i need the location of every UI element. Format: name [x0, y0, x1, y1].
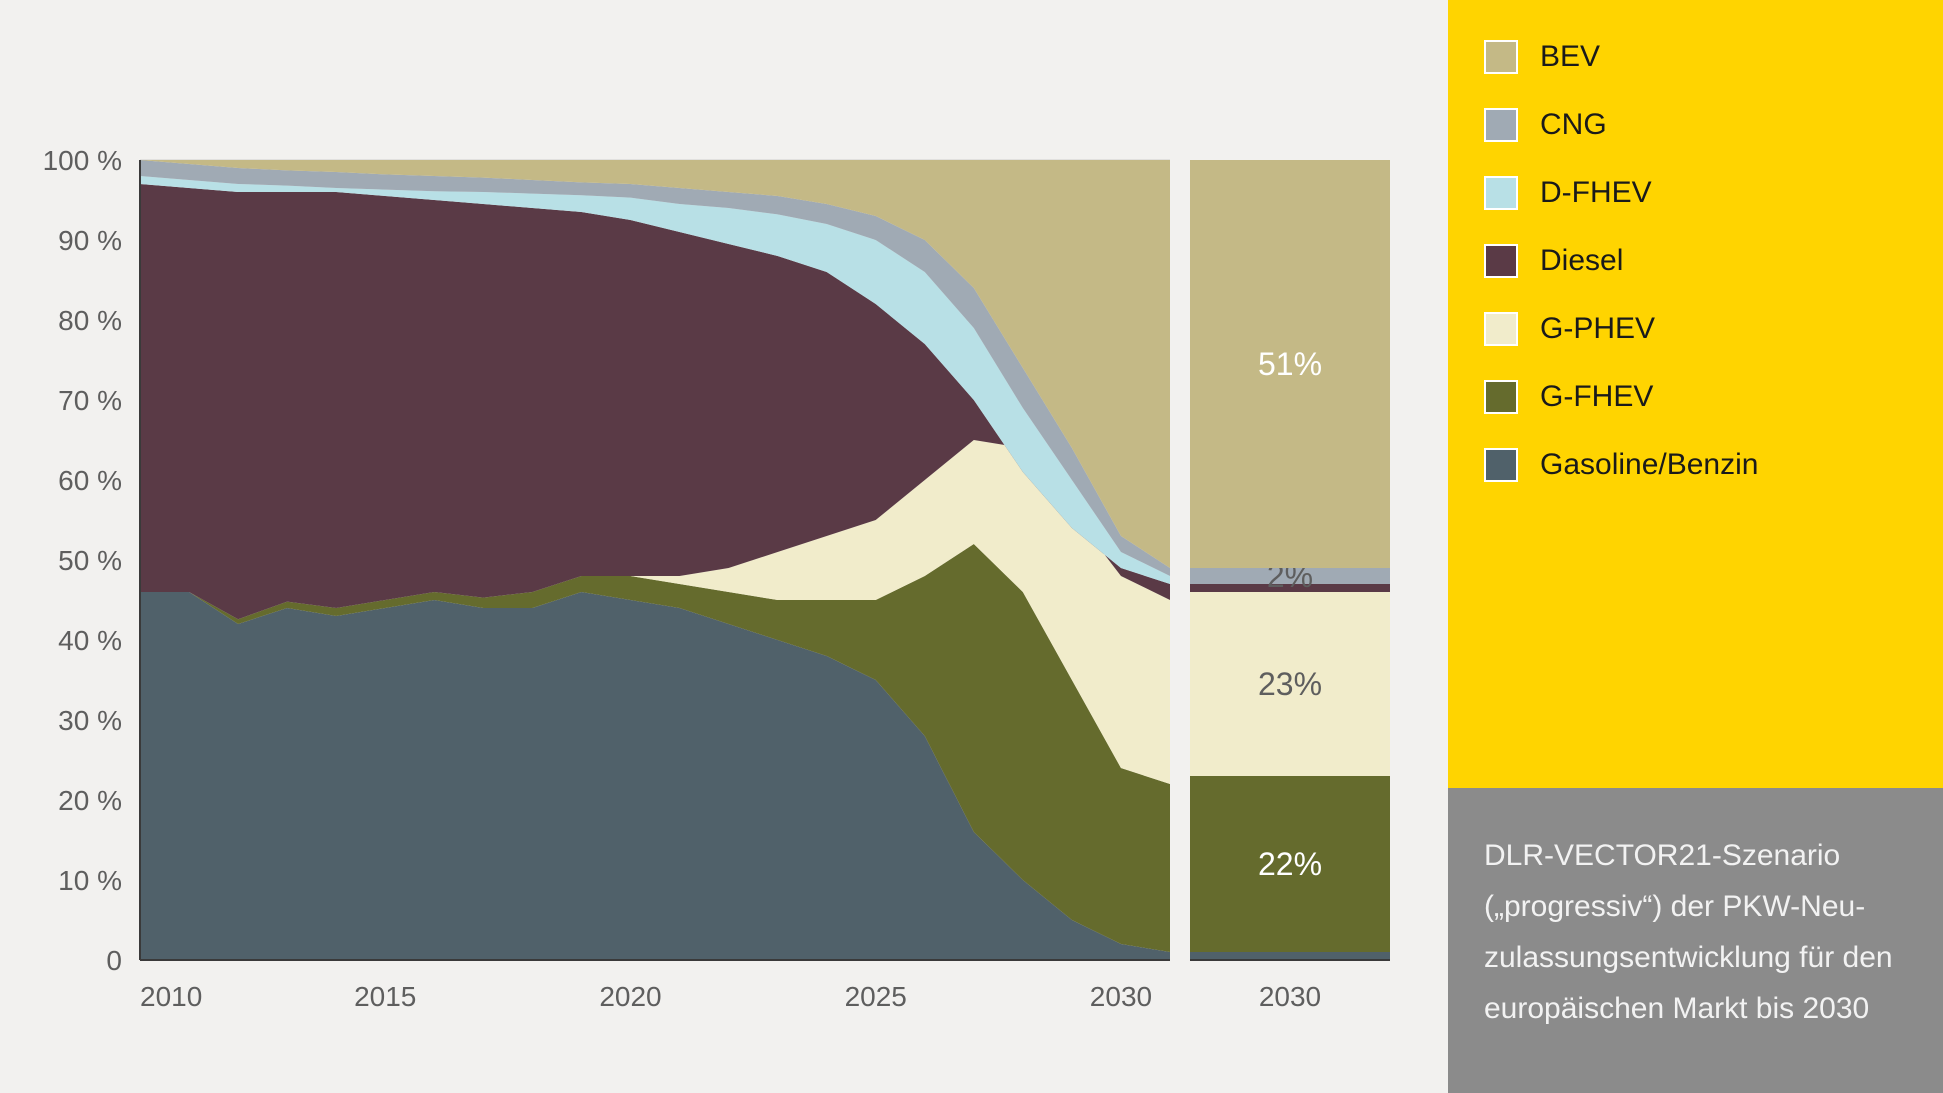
legend-swatch — [1484, 40, 1518, 74]
y-axis-label: 20 % — [58, 785, 122, 816]
legend-item: G-FHEV — [1484, 380, 1907, 414]
legend-swatch — [1484, 312, 1518, 346]
legend-label: G-FHEV — [1540, 380, 1653, 414]
final-bar-value: 22% — [1258, 846, 1322, 882]
legend-item: Gasoline/Benzin — [1484, 448, 1907, 482]
y-axis-label: 0 — [106, 945, 122, 976]
legend-swatch — [1484, 176, 1518, 210]
y-axis-label: 30 % — [58, 705, 122, 736]
caption-text: DLR-VECTOR21-Szenario („progressiv“) der… — [1484, 839, 1893, 1025]
legend-item: BEV — [1484, 40, 1907, 74]
legend-item: CNG — [1484, 108, 1907, 142]
x-axis-label: 2020 — [599, 981, 661, 1012]
legend-swatch — [1484, 448, 1518, 482]
y-axis-label: 70 % — [58, 385, 122, 416]
y-axis-label: 80 % — [58, 305, 122, 336]
legend-label: Gasoline/Benzin — [1540, 448, 1758, 482]
page-root: 0 10 % 20 % 30 % 40 % 50 % 60 % 70 % 80 % 90 % 100… — [0, 0, 1943, 1093]
legend-swatch — [1484, 380, 1518, 414]
chart-pane: 0 10 % 20 % 30 % 40 % 50 % 60 % 70 % 80 % 90 % 100… — [0, 0, 1448, 1093]
y-axis-label: 60 % — [58, 465, 122, 496]
legend-box: BEV CNG D-FHEV Diesel G-PHEV G-FHEV Gasoline/B… — [1448, 0, 1943, 788]
legend-label: D-FHEV — [1540, 176, 1652, 210]
final-bar-value: 51% — [1258, 346, 1322, 382]
legend-swatch — [1484, 108, 1518, 142]
x-axis-label: 2015 — [354, 981, 416, 1012]
area-chart-svg: 0 10 % 20 % 30 % 40 % 50 % 60 % 70 % 80 % 90 % 100… — [0, 0, 1448, 1093]
legend-item: G-PHEV — [1484, 312, 1907, 346]
x-axis-label: 2010 — [140, 981, 202, 1012]
legend-swatch — [1484, 244, 1518, 278]
side-pane: BEV CNG D-FHEV Diesel G-PHEV G-FHEV Gasoline/B… — [1448, 0, 1943, 1093]
caption-box: DLR-VECTOR21-Szenario („progressiv“) der… — [1448, 788, 1943, 1093]
legend-item: Diesel — [1484, 244, 1907, 278]
y-axis-label: 10 % — [58, 865, 122, 896]
legend-label: CNG — [1540, 108, 1607, 142]
legend-label: Diesel — [1540, 244, 1623, 278]
y-axis-label: 100 % — [43, 145, 122, 176]
final-bar-value: 23% — [1258, 666, 1322, 702]
y-axis-label: 90 % — [58, 225, 122, 256]
legend-item: D-FHEV — [1484, 176, 1907, 210]
legend-label: G-PHEV — [1540, 312, 1655, 346]
legend-label: BEV — [1540, 40, 1600, 74]
final-bar-segment — [1190, 952, 1390, 960]
x-axis-label: 2030 — [1090, 981, 1152, 1012]
final-bar-year-label: 2030 — [1259, 981, 1321, 1012]
y-axis-label: 50 % — [58, 545, 122, 576]
x-axis-label: 2025 — [845, 981, 907, 1012]
y-axis-label: 40 % — [58, 625, 122, 656]
